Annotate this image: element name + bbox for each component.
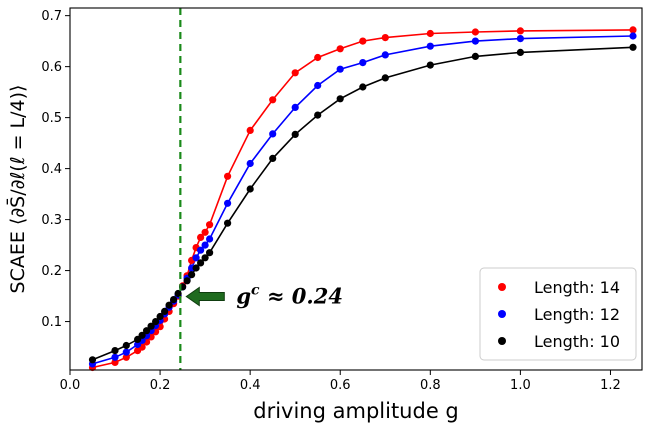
annotation-group: gc ≈ 0.24 (185, 283, 343, 309)
y-tick-label: 0.1 (41, 315, 62, 330)
data-point-1 (381, 51, 389, 59)
data-point-2 (192, 264, 200, 272)
data-point-2 (122, 341, 130, 350)
data-point-2 (165, 301, 173, 309)
data-point-1 (359, 59, 367, 67)
x-tick-label: 1.0 (510, 378, 531, 393)
data-point-1 (122, 348, 130, 356)
data-point-0 (269, 96, 277, 104)
data-point-0 (336, 45, 344, 53)
y-axis-label: SCAEE ⟨∂S̄/∂ℓ(ℓ = L/4)⟩ (5, 85, 29, 294)
data-point-1 (314, 81, 322, 90)
data-point-2 (156, 312, 164, 321)
data-point-1 (192, 254, 200, 262)
data-point-2 (314, 111, 322, 119)
y-tick-label: 0.5 (41, 111, 62, 126)
data-point-0 (291, 69, 299, 77)
data-point-2 (426, 61, 434, 69)
series-points (88, 26, 637, 372)
data-point-0 (197, 233, 205, 241)
data-point-0 (314, 53, 322, 62)
data-point-0 (629, 26, 637, 34)
data-point-2 (111, 347, 119, 355)
data-point-2 (138, 331, 146, 339)
legend-label: Length: 14 (534, 278, 620, 297)
data-point-2 (152, 318, 160, 326)
data-point-2 (201, 254, 209, 262)
data-point-2 (224, 219, 232, 227)
axis-ticks: 0.0 0.2 0.4 0.6 0.8 1.0 1.2 0.1 0.2 0.3 0.4 0.5 0.6 0… (41, 9, 621, 393)
data-point-0 (381, 34, 389, 42)
data-point-0 (206, 221, 214, 229)
data-point-1 (336, 65, 344, 73)
data-point-2 (359, 83, 367, 91)
x-tick-label: 0.8 (420, 378, 441, 393)
data-point-2 (629, 43, 637, 51)
legend: Length: 14 Length: 12 Length: 10 (479, 267, 637, 361)
legend-label: Length: 10 (534, 332, 620, 351)
legend-marker (498, 337, 506, 345)
data-point-2 (381, 74, 389, 82)
data-point-1 (516, 35, 525, 43)
data-point-0 (516, 27, 525, 35)
data-point-1 (269, 130, 277, 138)
data-point-0 (471, 28, 479, 36)
data-point-2 (170, 296, 178, 304)
y-tick-label: 0.4 (41, 162, 62, 177)
plot-border (69, 7, 643, 371)
x-tick-label: 0.0 (60, 378, 81, 393)
data-point-1 (291, 103, 299, 111)
legend-label: Length: 12 (534, 305, 620, 324)
x-axis-label: driving amplitude g (253, 399, 459, 423)
data-point-2 (174, 289, 182, 298)
data-point-0 (426, 29, 434, 38)
data-point-0 (111, 358, 119, 366)
x-tick-label: 0.6 (330, 378, 351, 393)
data-point-2 (269, 154, 277, 162)
annotation-text: gc ≈ 0.24 (236, 283, 343, 309)
legend-marker (498, 283, 506, 291)
x-tick-label: 0.4 (240, 378, 261, 393)
data-point-1 (471, 37, 479, 45)
legend-box (479, 267, 637, 361)
data-point-2 (161, 307, 169, 315)
annotation-arrow (185, 286, 225, 307)
data-point-1 (246, 159, 254, 168)
data-point-1 (224, 199, 232, 207)
plot-frame (69, 7, 643, 371)
data-point-1 (201, 241, 209, 249)
data-point-0 (224, 172, 232, 180)
data-point-2 (143, 327, 151, 335)
y-tick-label: 0.7 (41, 9, 62, 24)
y-tick-label: 0.3 (41, 213, 62, 228)
data-point-2 (188, 271, 196, 279)
data-point-0 (122, 353, 130, 361)
data-point-2 (291, 130, 299, 138)
data-point-2 (246, 185, 254, 193)
data-point-1 (426, 42, 434, 50)
data-point-1 (629, 32, 637, 40)
legend-marker (498, 310, 506, 318)
data-point-2 (516, 48, 525, 57)
data-point-1 (206, 235, 214, 243)
data-point-2 (88, 356, 97, 364)
x-tick-label: 0.2 (150, 378, 171, 393)
data-point-0 (246, 126, 254, 134)
data-point-2 (183, 277, 191, 285)
data-point-2 (471, 52, 479, 61)
y-tick-label: 0.6 (41, 60, 62, 75)
data-point-1 (111, 353, 119, 361)
data-point-2 (206, 249, 214, 257)
x-tick-label: 1.2 (600, 378, 621, 393)
data-point-0 (201, 228, 209, 236)
data-point-2 (336, 95, 344, 103)
data-point-2 (197, 259, 205, 267)
data-point-0 (359, 37, 367, 45)
data-point-1 (197, 246, 205, 254)
data-point-2 (147, 322, 155, 330)
y-tick-label: 0.2 (41, 264, 62, 279)
